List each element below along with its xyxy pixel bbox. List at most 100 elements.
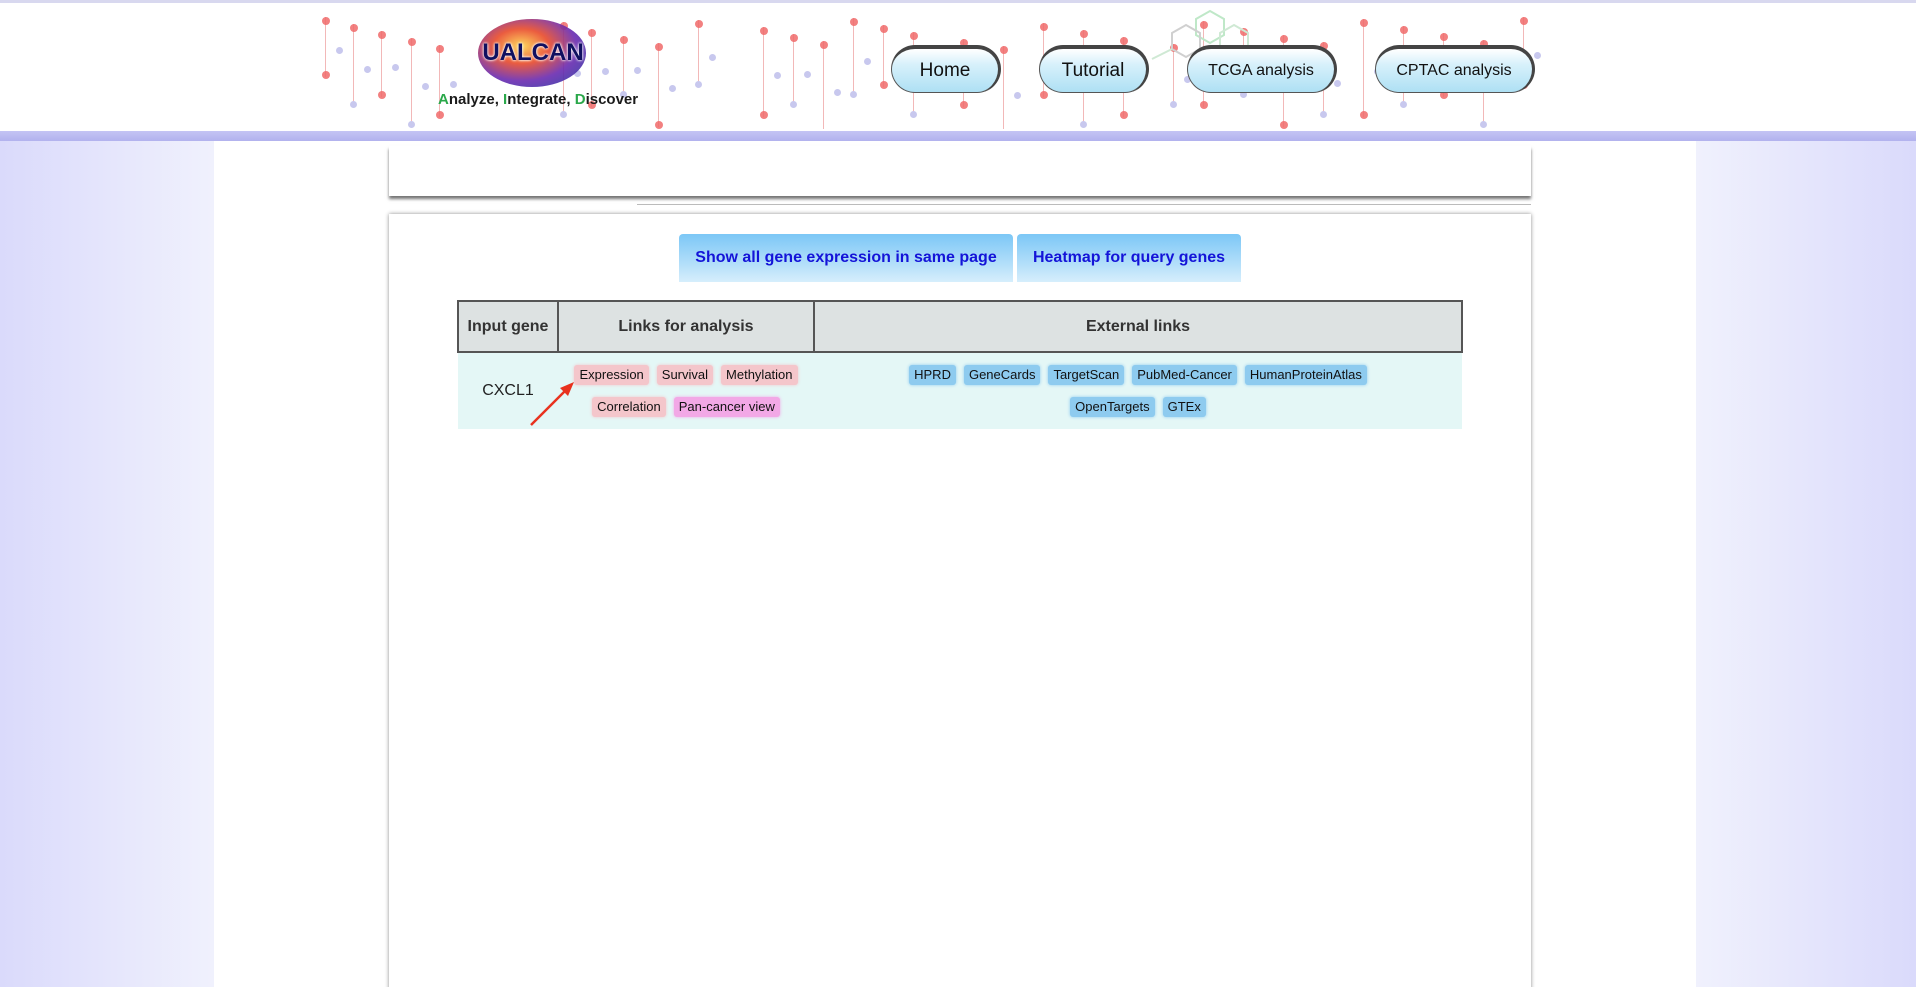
logo-tagline-part: A bbox=[438, 91, 449, 108]
external-link-humanproteinatlas[interactable]: HumanProteinAtlas bbox=[1244, 365, 1367, 385]
dna-node bbox=[1320, 111, 1327, 118]
external-links-cell: HPRD GeneCards TargetScan PubMed-Cancer Huma… bbox=[814, 352, 1462, 429]
dna-node bbox=[1080, 121, 1087, 128]
dna-node bbox=[709, 53, 716, 61]
external-link-targetscan[interactable]: TargetScan bbox=[1048, 365, 1125, 385]
analysis-link-correlation[interactable]: Correlation bbox=[592, 397, 666, 417]
dna-node bbox=[1400, 26, 1408, 34]
dna-strand bbox=[1173, 44, 1174, 107]
dna-node bbox=[350, 101, 357, 108]
red-arrow-icon bbox=[530, 382, 574, 426]
dna-node bbox=[408, 38, 416, 46]
dna-node bbox=[560, 111, 567, 118]
dna-node bbox=[1184, 75, 1191, 83]
dna-node bbox=[1120, 37, 1128, 45]
external-link-opentargets[interactable]: OpenTargets bbox=[1070, 397, 1155, 417]
dna-node bbox=[620, 91, 627, 98]
dna-node bbox=[1200, 101, 1208, 109]
dna-node bbox=[834, 89, 841, 96]
dna-node bbox=[1320, 42, 1328, 50]
external-link-genecards[interactable]: GeneCards bbox=[963, 365, 1041, 385]
dna-strand bbox=[658, 43, 659, 127]
table-header-row: Input gene Links for analysis External l… bbox=[457, 300, 1463, 353]
dna-strand bbox=[325, 17, 326, 77]
dna-strand bbox=[381, 31, 382, 97]
dna-node bbox=[1520, 17, 1528, 25]
dna-node bbox=[1040, 23, 1048, 31]
dna-strand bbox=[853, 18, 854, 97]
logo-tagline-part: I bbox=[503, 91, 508, 108]
dna-node bbox=[1280, 121, 1288, 129]
dna-node bbox=[1440, 33, 1448, 41]
dna-node bbox=[790, 101, 797, 108]
dna-node bbox=[378, 31, 386, 39]
logo-tagline-part: ntegrate, bbox=[507, 91, 575, 108]
dna-node bbox=[322, 71, 330, 79]
dna-strand bbox=[353, 24, 354, 107]
dna-strand bbox=[411, 38, 412, 127]
logo-dna-orb-icon bbox=[478, 19, 586, 87]
header-external-links: External links bbox=[813, 300, 1463, 353]
dna-node bbox=[790, 34, 798, 42]
dna-strand bbox=[823, 41, 824, 129]
dna-node bbox=[1480, 40, 1488, 48]
dna-node bbox=[1240, 91, 1247, 98]
dna-node bbox=[1040, 91, 1048, 99]
dna-node bbox=[1000, 46, 1008, 54]
external-link-gtex[interactable]: GTEx bbox=[1162, 397, 1206, 417]
dna-node bbox=[1240, 28, 1248, 36]
analysis-link-methylation[interactable]: Methylation bbox=[721, 365, 798, 385]
dna-strand bbox=[793, 34, 794, 107]
ualcan-logo[interactable]: UALCAN Analyze, Integrate, Discover bbox=[438, 15, 638, 115]
dna-node bbox=[602, 68, 609, 75]
dna-node bbox=[760, 111, 768, 119]
dna-node bbox=[1170, 101, 1177, 108]
logo-name: UALCAN bbox=[482, 39, 584, 66]
dna-strand bbox=[883, 25, 884, 87]
dna-node bbox=[634, 66, 641, 74]
dna-strand bbox=[1003, 46, 1004, 129]
analysis-link-expression[interactable]: Expression bbox=[574, 365, 649, 385]
dna-node bbox=[1480, 121, 1487, 128]
dna-node bbox=[350, 24, 358, 32]
dna-node bbox=[1280, 35, 1288, 43]
dna-strand bbox=[1363, 19, 1364, 117]
dna-node bbox=[774, 72, 781, 79]
dna-node bbox=[1170, 44, 1178, 52]
dna-node bbox=[960, 101, 968, 109]
dna-node bbox=[1080, 30, 1088, 38]
dna-node bbox=[1440, 91, 1448, 99]
dna-node bbox=[695, 81, 702, 88]
analysis-link-pan-cancer-view[interactable]: Pan-cancer view bbox=[673, 397, 780, 417]
nav-tcga-analysis-button[interactable]: TCGA analysis bbox=[1187, 45, 1337, 93]
dna-node bbox=[322, 17, 330, 25]
dna-node bbox=[1360, 111, 1368, 119]
dna-node bbox=[1014, 91, 1021, 99]
show-all-expression-button[interactable]: Show all gene expression in same page bbox=[679, 234, 1013, 282]
dna-node bbox=[804, 70, 811, 78]
analysis-link-survival[interactable]: Survival bbox=[656, 365, 714, 385]
logo-tagline-part: nalyze, bbox=[448, 91, 504, 108]
dna-node bbox=[336, 47, 343, 54]
external-link-hprd[interactable]: HPRD bbox=[909, 365, 956, 385]
dna-node bbox=[960, 39, 968, 47]
dna-node bbox=[1400, 101, 1407, 108]
dna-node bbox=[1120, 111, 1128, 119]
dna-node bbox=[850, 18, 858, 26]
dna-node bbox=[850, 91, 857, 98]
nav-cptac-analysis-button[interactable]: CPTAC analysis bbox=[1375, 45, 1535, 93]
nav-home-button[interactable]: Home bbox=[891, 45, 1001, 93]
dna-strand bbox=[439, 45, 440, 117]
site-header: UALCAN Analyze, Integrate, Discover Home… bbox=[0, 0, 1916, 133]
external-link-pubmed-cancer[interactable]: PubMed-Cancer bbox=[1132, 365, 1237, 385]
dna-node bbox=[880, 81, 888, 89]
heatmap-button[interactable]: Heatmap for query genes bbox=[1017, 234, 1241, 282]
dna-node bbox=[655, 43, 663, 51]
dna-strand bbox=[591, 29, 592, 107]
dna-node bbox=[1360, 19, 1368, 27]
dna-node bbox=[620, 36, 628, 44]
dna-node bbox=[669, 85, 676, 92]
nav-tutorial-button[interactable]: Tutorial bbox=[1039, 45, 1149, 93]
panel-divider bbox=[637, 204, 1531, 205]
dna-node bbox=[588, 29, 596, 37]
